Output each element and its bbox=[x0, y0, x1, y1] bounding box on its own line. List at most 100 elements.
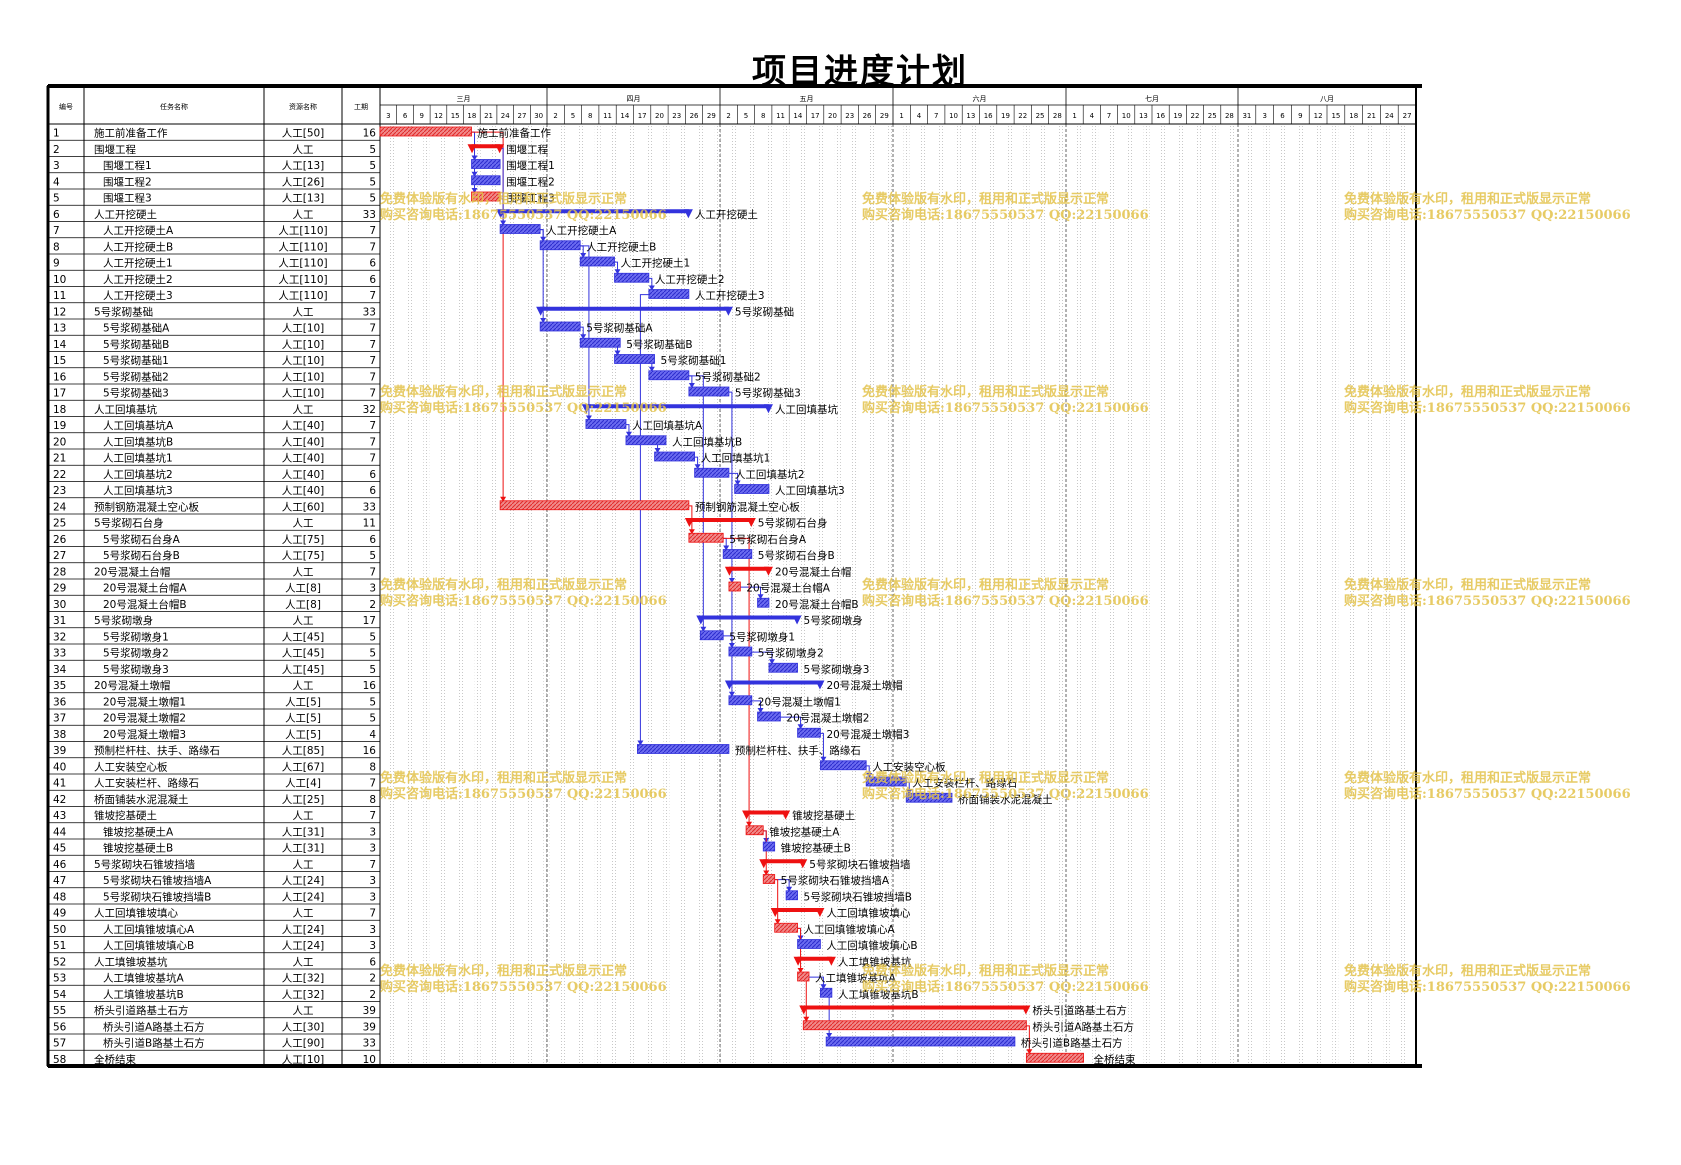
day-tick-label: 3 bbox=[1262, 112, 1266, 120]
day-tick-label: 29 bbox=[707, 112, 716, 120]
task-bar bbox=[625, 435, 667, 446]
link-arrowhead bbox=[734, 480, 741, 486]
cell-resource: 人工[24] bbox=[282, 875, 325, 887]
cell-name: 5号浆砌墩身2 bbox=[103, 647, 169, 660]
cell-resource: 人工[67] bbox=[282, 761, 325, 773]
bar-label: 锥坡挖基硬土A bbox=[769, 825, 840, 838]
cell-resource: 人工[110] bbox=[278, 290, 327, 302]
cell-name: 20号混凝土墩帽2 bbox=[103, 712, 186, 725]
link-arrowhead bbox=[1026, 1049, 1033, 1055]
grid-stripe bbox=[1383, 124, 1390, 1066]
bar-label: 围堰工程1 bbox=[506, 160, 555, 172]
cell-id: 30 bbox=[53, 599, 66, 611]
day-tick-label: 2 bbox=[726, 112, 730, 120]
cell-name: 人工回填基坑2 bbox=[103, 468, 173, 481]
cell-name: 5号浆砌基础3 bbox=[103, 387, 169, 400]
link-arrowhead bbox=[654, 448, 661, 453]
bar-label: 人工回填锥坡填心 bbox=[826, 907, 910, 920]
grid-stripe bbox=[629, 124, 636, 1066]
cell-resource: 人工[110] bbox=[278, 258, 327, 270]
task-bar bbox=[865, 776, 907, 787]
task-bar bbox=[471, 175, 501, 186]
bar-label: 5号浆砌石台身B bbox=[758, 549, 835, 562]
bar-label: 人工安装栏杆、路缘石 bbox=[912, 777, 1017, 790]
cell-duration: 3 bbox=[369, 843, 376, 855]
cell-id: 56 bbox=[53, 1021, 67, 1033]
cell-duration: 2 bbox=[369, 989, 376, 1001]
cell-resource: 人工[40] bbox=[282, 485, 325, 497]
cell-duration: 8 bbox=[369, 761, 376, 773]
cell-duration: 3 bbox=[369, 924, 376, 936]
day-tick-label: 27 bbox=[1403, 112, 1412, 120]
cell-resource: 人工[110] bbox=[278, 241, 327, 253]
cell-name: 全桥结束 bbox=[94, 1053, 136, 1066]
cell-name: 人工填锥坡基坑 bbox=[94, 955, 168, 968]
cell-id: 28 bbox=[53, 566, 66, 578]
grid-stripe bbox=[1109, 124, 1116, 1066]
cell-name: 20号混凝土墩帽 bbox=[94, 679, 170, 692]
bar-label: 人工开挖硬土A bbox=[546, 224, 617, 237]
cell-duration: 7 bbox=[369, 323, 376, 335]
grid-stripe bbox=[1177, 124, 1184, 1066]
cell-resource: 人工[24] bbox=[282, 924, 325, 936]
task-bar bbox=[734, 484, 770, 494]
watermark-line-2: 购买咨询电话:18675550537 QQ:22150066 bbox=[380, 979, 667, 995]
cell-duration: 7 bbox=[369, 241, 376, 253]
cell-id: 17 bbox=[53, 388, 66, 400]
watermark-line-1: 免费体验版有水印，租用和正式版显示正常 bbox=[862, 191, 1109, 207]
cell-name: 人工回填锥坡填心B bbox=[103, 939, 194, 952]
bar-label: 人工回填基坑2 bbox=[735, 468, 805, 481]
link-arrowhead bbox=[797, 724, 804, 730]
grid-stripe bbox=[577, 124, 584, 1066]
bar-label: 5号浆砌墩身1 bbox=[729, 630, 795, 643]
cell-id: 15 bbox=[53, 355, 66, 367]
cell-resource: 人工[5] bbox=[285, 713, 321, 725]
grid-stripe bbox=[1229, 124, 1236, 1066]
grid-stripe bbox=[852, 124, 859, 1066]
day-tick-label: 7 bbox=[934, 112, 938, 120]
bar-label: 5号浆砌墩身2 bbox=[758, 647, 824, 660]
summary-bar bbox=[728, 566, 769, 571]
day-tick-label: 31 bbox=[1242, 112, 1251, 120]
bar-label: 20号混凝土墩帽3 bbox=[826, 728, 909, 741]
task-bar bbox=[820, 760, 867, 771]
cell-resource: 人工[40] bbox=[282, 469, 325, 481]
day-tick-label: 27 bbox=[517, 112, 526, 120]
cell-resource: 人工[8] bbox=[285, 599, 321, 611]
bar-label: 人工开挖硬土3 bbox=[695, 289, 765, 302]
cell-resource: 人工[24] bbox=[282, 940, 325, 952]
watermark-line-2: 购买咨询电话:18675550537 QQ:22150066 bbox=[380, 400, 667, 416]
day-tick-label: 29 bbox=[880, 112, 889, 120]
cell-name: 人工回填基坑1 bbox=[103, 452, 173, 465]
column-header-name: 任务名称 bbox=[160, 102, 188, 111]
cell-resource: 人工[45] bbox=[282, 664, 325, 676]
cell-resource: 人工[50] bbox=[282, 128, 325, 140]
day-tick-label: 28 bbox=[1053, 112, 1062, 120]
cell-name: 人工开挖硬土2 bbox=[103, 273, 173, 286]
grid-stripe bbox=[886, 124, 893, 1066]
summary-bar bbox=[700, 615, 798, 620]
cell-name: 锥坡挖基硬土 bbox=[94, 809, 157, 822]
day-tick-label: 22 bbox=[1191, 112, 1200, 120]
cell-name: 围堰工程2 bbox=[103, 176, 152, 188]
summary-bar bbox=[774, 908, 821, 912]
summary-bar-end-cap bbox=[1021, 1005, 1031, 1015]
summary-bar-end-cap bbox=[683, 209, 693, 219]
grid-stripe bbox=[1366, 124, 1373, 1066]
cell-id: 22 bbox=[53, 469, 66, 481]
cell-name: 人工填锥坡基坑B bbox=[103, 988, 184, 1001]
cell-name: 5号浆砌基础 bbox=[94, 305, 153, 318]
day-tick-label: 4 bbox=[1090, 112, 1095, 120]
cell-name: 预制栏杆柱、扶手、路缘石 bbox=[94, 744, 220, 757]
task-bar bbox=[797, 971, 810, 982]
day-tick-label: 15 bbox=[451, 112, 460, 120]
link-arrowhead bbox=[637, 740, 644, 746]
bar-label: 20号混凝土墩帽1 bbox=[758, 695, 841, 708]
grid-stripe bbox=[972, 124, 979, 1066]
month-label: 五月 bbox=[800, 95, 814, 103]
cell-name: 20号混凝土台帽 bbox=[94, 565, 170, 578]
cell-duration: 7 bbox=[369, 388, 376, 400]
bar-label: 桥头引道B路基土石方 bbox=[1021, 1037, 1123, 1050]
summary-bar bbox=[585, 404, 769, 409]
